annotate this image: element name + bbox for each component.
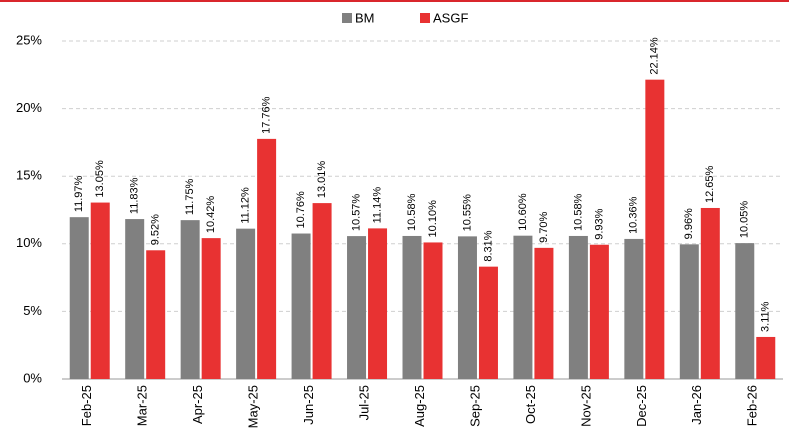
bar (589, 244, 609, 379)
x-tick-label: Mar-25 (135, 385, 150, 426)
y-tick-label: 5% (23, 303, 42, 318)
bar (679, 244, 699, 379)
value-label: 11.12% (240, 187, 252, 224)
x-tick-label: Aug-25 (412, 385, 427, 427)
value-label: 9.96% (683, 208, 695, 239)
x-tick-label: Feb-26 (745, 385, 760, 426)
value-label: 10.57% (350, 194, 362, 232)
legend-label: ASGF (433, 10, 468, 25)
y-tick-label: 25% (16, 32, 42, 47)
bar (125, 219, 145, 379)
legend-swatch (342, 13, 352, 23)
value-label: 3.11% (760, 301, 772, 332)
y-tick-label: 20% (16, 100, 42, 115)
bar (347, 236, 367, 379)
bar (180, 220, 200, 379)
value-label: 10.10% (427, 200, 439, 238)
x-tick-label: Feb-25 (79, 385, 94, 426)
value-label: 10.55% (461, 194, 473, 232)
bar (402, 235, 422, 379)
value-label: 13.05% (94, 160, 106, 198)
bar (236, 228, 256, 379)
bar (700, 207, 720, 379)
value-label: 10.42% (205, 196, 217, 234)
value-label: 11.97% (73, 175, 85, 212)
bar (146, 250, 166, 379)
top-rule (0, 0, 789, 2)
bar (201, 238, 221, 379)
bar (645, 79, 665, 379)
value-label: 10.36% (628, 196, 640, 234)
x-tick-label: Oct-25 (523, 385, 538, 424)
bar (513, 235, 533, 379)
value-label: 10.58% (406, 193, 418, 231)
bar (735, 243, 755, 379)
y-tick-label: 10% (16, 235, 42, 250)
value-label: 8.31% (482, 230, 494, 261)
bar (368, 228, 388, 379)
bar (478, 266, 498, 379)
bar (534, 247, 554, 379)
x-tick-label: Jul-25 (356, 385, 371, 420)
bar (457, 236, 477, 379)
y-tick-label: 15% (16, 168, 42, 183)
x-tick-label: Jun-25 (301, 385, 316, 425)
x-tick-label: May-25 (246, 385, 261, 428)
value-label: 12.65% (704, 165, 716, 203)
bar (291, 233, 311, 379)
value-label: 10.60% (517, 193, 529, 231)
value-label: 13.01% (316, 161, 328, 199)
value-label: 9.93% (593, 208, 605, 239)
value-label: 11.75% (184, 178, 196, 215)
value-label: 22.14% (649, 37, 661, 75)
bar (756, 336, 776, 379)
bar (90, 202, 110, 379)
value-label: 11.83% (129, 177, 141, 214)
value-label: 10.76% (295, 191, 307, 229)
value-label: 10.58% (572, 193, 584, 231)
value-label: 9.52% (150, 214, 162, 245)
bar (69, 217, 89, 379)
bar (257, 138, 277, 379)
legend-swatch (420, 13, 430, 23)
bar (624, 238, 644, 379)
value-label: 11.14% (371, 187, 383, 224)
x-tick-label: Dec-25 (634, 385, 649, 427)
bar (423, 242, 443, 379)
x-tick-label: Jan-26 (689, 385, 704, 425)
bar (568, 235, 588, 379)
legend-label: BM (355, 10, 375, 25)
x-tick-label: Nov-25 (578, 385, 593, 427)
x-tick-label: Sep-25 (467, 385, 482, 427)
value-label: 9.70% (538, 211, 550, 242)
value-label: 17.76% (261, 96, 273, 134)
x-tick-label: Apr-25 (190, 385, 205, 424)
bar (312, 203, 332, 379)
y-tick-label: 0% (23, 370, 42, 385)
value-label: 10.05% (739, 201, 751, 239)
